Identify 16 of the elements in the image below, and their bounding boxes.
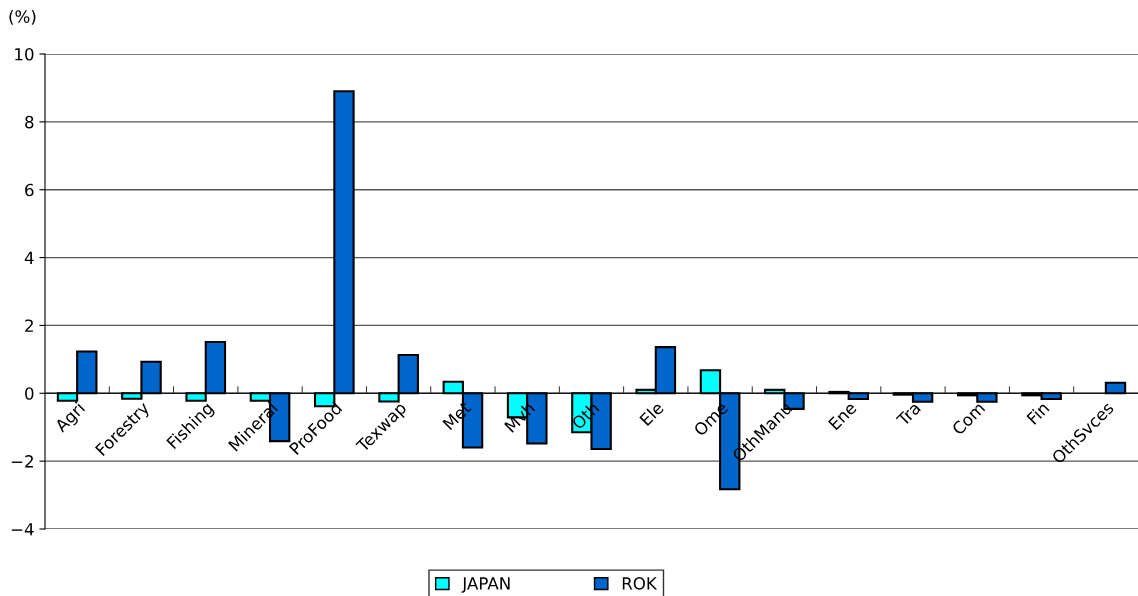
x-tick-label: Tra [895,401,922,427]
x-tick-label: Ene [828,401,858,431]
x-tick-label: Met [442,400,472,431]
x-tick-label: Fin [1026,401,1050,425]
y-tick-label: 10 [15,47,34,61]
y-tick-label: 0 [25,387,34,400]
y-tick-label: 2 [25,319,33,332]
y-tick-label: −2 [11,455,33,468]
y-axis-title: (%) [9,9,36,25]
y-tick-label: 4 [24,251,34,264]
legend-label: JAPAN [461,577,510,593]
x-tick-label: Ele [638,400,665,427]
y-tick-label: 6 [25,183,34,197]
legend-label: ROK [622,577,658,590]
y-tick-label: −4 [11,523,34,536]
y-tick-label: 8 [25,115,34,129]
